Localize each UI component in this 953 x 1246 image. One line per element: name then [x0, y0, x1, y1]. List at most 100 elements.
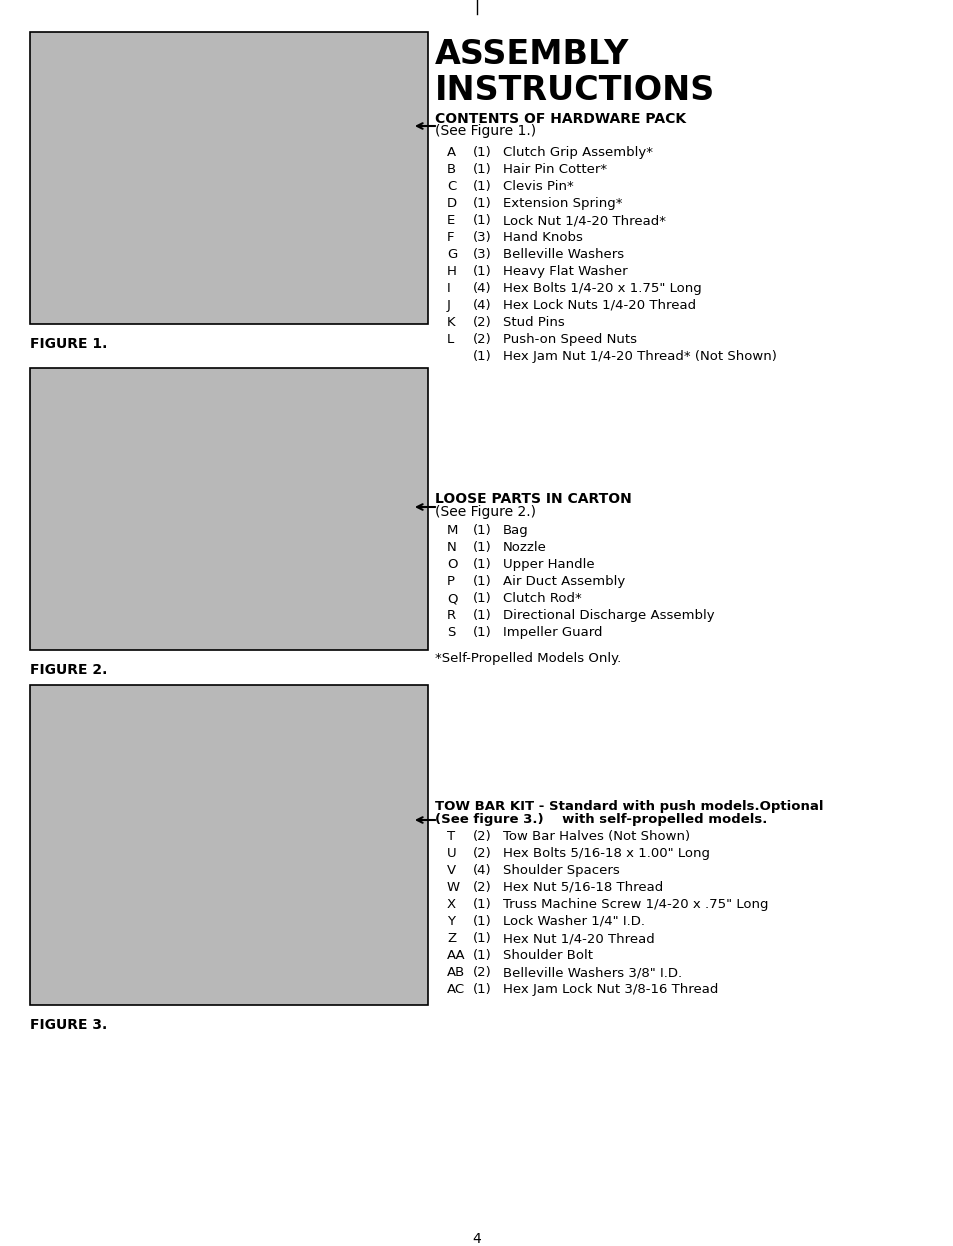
Text: E: E [447, 214, 455, 227]
Text: Y: Y [447, 915, 455, 928]
Text: Shoulder Bolt: Shoulder Bolt [502, 949, 593, 962]
Text: Tow Bar Halves (Not Shown): Tow Bar Halves (Not Shown) [502, 830, 689, 844]
Text: T: T [447, 830, 455, 844]
Text: C: C [447, 179, 456, 193]
Text: Hex Bolts 1/4-20 x 1.75" Long: Hex Bolts 1/4-20 x 1.75" Long [502, 282, 701, 295]
Text: Shoulder Spacers: Shoulder Spacers [502, 863, 619, 877]
Text: Clutch Grip Assembly*: Clutch Grip Assembly* [502, 146, 652, 159]
Text: (1): (1) [473, 179, 491, 193]
Text: *Self-Propelled Models Only.: *Self-Propelled Models Only. [435, 652, 620, 665]
Text: AA: AA [447, 949, 465, 962]
Text: (2): (2) [473, 881, 491, 893]
Text: (4): (4) [473, 282, 491, 295]
Text: (2): (2) [473, 830, 491, 844]
Text: (1): (1) [473, 163, 491, 176]
Text: (See Figure 1.): (See Figure 1.) [435, 125, 536, 138]
Text: J: J [447, 299, 451, 312]
Text: Extension Spring*: Extension Spring* [502, 197, 622, 211]
Text: (1): (1) [473, 574, 491, 588]
Text: Hair Pin Cotter*: Hair Pin Cotter* [502, 163, 606, 176]
Text: (See Figure 2.): (See Figure 2.) [435, 505, 536, 520]
Bar [30, 685, 428, 1006]
Text: (2): (2) [473, 316, 491, 329]
Text: F: F [447, 231, 454, 244]
Text: (1): (1) [473, 949, 491, 962]
Text: Clutch Rod*: Clutch Rod* [502, 592, 581, 606]
Text: LOOSE PARTS IN CARTON: LOOSE PARTS IN CARTON [435, 492, 631, 506]
Text: (3): (3) [473, 248, 491, 260]
Text: Clevis Pin*: Clevis Pin* [502, 179, 573, 193]
Text: A: A [447, 146, 456, 159]
Text: Hex Jam Nut 1/4-20 Thread* (Not Shown): Hex Jam Nut 1/4-20 Thread* (Not Shown) [502, 350, 776, 363]
Text: Impeller Guard: Impeller Guard [502, 625, 602, 639]
Text: Stud Pins: Stud Pins [502, 316, 564, 329]
Text: Q: Q [447, 592, 457, 606]
Text: Hex Bolts 5/16-18 x 1.00" Long: Hex Bolts 5/16-18 x 1.00" Long [502, 847, 709, 860]
Text: (1): (1) [473, 983, 491, 996]
Bar [30, 32, 428, 324]
Text: (1): (1) [473, 197, 491, 211]
Text: Hex Nut 5/16-18 Thread: Hex Nut 5/16-18 Thread [502, 881, 662, 893]
Text: TOW BAR KIT - Standard with push models.Optional: TOW BAR KIT - Standard with push models.… [435, 800, 822, 812]
Text: (2): (2) [473, 333, 491, 346]
Text: 4: 4 [472, 1232, 481, 1246]
Text: (4): (4) [473, 299, 491, 312]
Text: Hex Nut 1/4-20 Thread: Hex Nut 1/4-20 Thread [502, 932, 654, 944]
Text: INSTRUCTIONS: INSTRUCTIONS [435, 74, 715, 107]
Text: (1): (1) [473, 898, 491, 911]
Text: AB: AB [447, 966, 465, 979]
Text: P: P [447, 574, 455, 588]
Text: (1): (1) [473, 932, 491, 944]
Text: (1): (1) [473, 592, 491, 606]
Text: Hex Lock Nuts 1/4-20 Thread: Hex Lock Nuts 1/4-20 Thread [502, 299, 696, 312]
Text: Directional Discharge Assembly: Directional Discharge Assembly [502, 609, 714, 622]
Text: V: V [447, 863, 456, 877]
Text: (1): (1) [473, 625, 491, 639]
Text: B: B [447, 163, 456, 176]
Text: (1): (1) [473, 558, 491, 571]
Text: FIGURE 3.: FIGURE 3. [30, 1018, 107, 1032]
Text: FIGURE 1.: FIGURE 1. [30, 336, 108, 351]
Text: (1): (1) [473, 350, 491, 363]
Text: Upper Handle: Upper Handle [502, 558, 594, 571]
Text: S: S [447, 625, 455, 639]
Text: G: G [447, 248, 456, 260]
Text: (2): (2) [473, 847, 491, 860]
Text: Z: Z [447, 932, 456, 944]
Text: Belleville Washers: Belleville Washers [502, 248, 623, 260]
Text: Lock Washer 1/4" I.D.: Lock Washer 1/4" I.D. [502, 915, 644, 928]
Text: AC: AC [447, 983, 465, 996]
Text: N: N [447, 541, 456, 554]
Text: Lock Nut 1/4-20 Thread*: Lock Nut 1/4-20 Thread* [502, 214, 665, 227]
Text: Push-on Speed Nuts: Push-on Speed Nuts [502, 333, 637, 346]
Text: CONTENTS OF HARDWARE PACK: CONTENTS OF HARDWARE PACK [435, 112, 685, 126]
Text: H: H [447, 265, 456, 278]
Text: R: R [447, 609, 456, 622]
Text: (2): (2) [473, 966, 491, 979]
Text: L: L [447, 333, 454, 346]
Text: W: W [447, 881, 459, 893]
Text: FIGURE 2.: FIGURE 2. [30, 663, 108, 677]
Text: (See figure 3.)    with self-propelled models.: (See figure 3.) with self-propelled mode… [435, 812, 766, 826]
Text: Hand Knobs: Hand Knobs [502, 231, 582, 244]
Text: M: M [447, 525, 457, 537]
Text: (1): (1) [473, 609, 491, 622]
Text: (1): (1) [473, 525, 491, 537]
Text: Bag: Bag [502, 525, 528, 537]
Text: (1): (1) [473, 265, 491, 278]
Text: (4): (4) [473, 863, 491, 877]
Text: Air Duct Assembly: Air Duct Assembly [502, 574, 624, 588]
Text: O: O [447, 558, 457, 571]
Text: Truss Machine Screw 1/4-20 x .75" Long: Truss Machine Screw 1/4-20 x .75" Long [502, 898, 768, 911]
Text: (1): (1) [473, 146, 491, 159]
Text: Hex Jam Lock Nut 3/8-16 Thread: Hex Jam Lock Nut 3/8-16 Thread [502, 983, 718, 996]
Text: X: X [447, 898, 456, 911]
Text: D: D [447, 197, 456, 211]
Text: I: I [447, 282, 450, 295]
Text: ASSEMBLY: ASSEMBLY [435, 37, 629, 71]
Text: Nozzle: Nozzle [502, 541, 546, 554]
Text: (3): (3) [473, 231, 491, 244]
Text: (1): (1) [473, 541, 491, 554]
Text: (1): (1) [473, 915, 491, 928]
Text: (1): (1) [473, 214, 491, 227]
